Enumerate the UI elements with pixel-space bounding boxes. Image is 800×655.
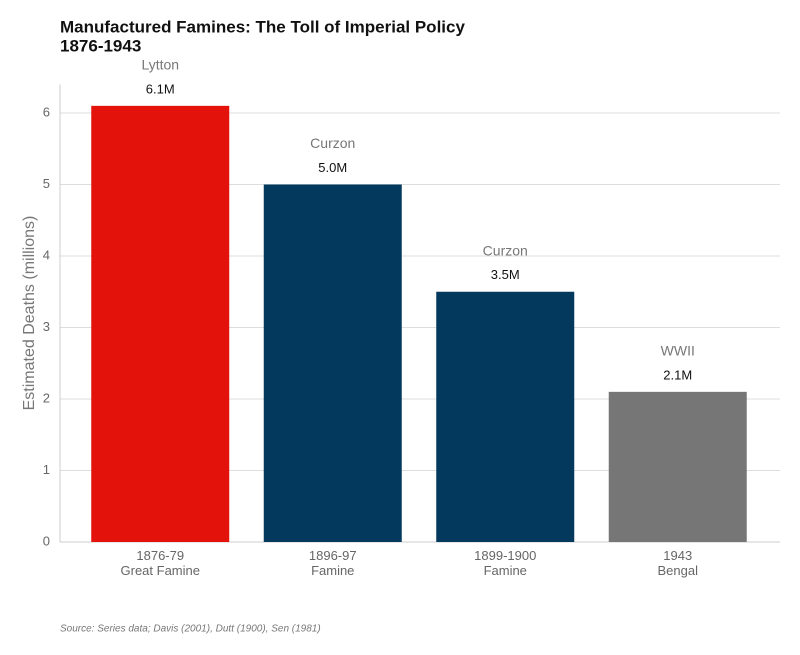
- x-tick-label: 1899-1900 Famine: [474, 548, 537, 578]
- y-tick-label: 6: [43, 104, 50, 119]
- x-tick-label: 1876-79 Great Famine: [120, 548, 200, 578]
- y-tick-label: 4: [43, 247, 50, 262]
- annotation: WWII: [661, 343, 695, 359]
- bar: [608, 391, 747, 542]
- y-axis-label: Estimated Deaths (millions): [21, 216, 38, 411]
- y-tick-label: 1: [43, 462, 50, 477]
- bar: [263, 184, 402, 542]
- x-tick-label: 1896-97 Famine: [308, 548, 357, 578]
- x-tick-label: 1943 Bengal: [657, 548, 698, 578]
- value-label: 3.5M: [491, 267, 520, 282]
- value-label: 2.1M: [663, 367, 692, 382]
- annotation: Curzon: [483, 242, 528, 258]
- value-label: 6.1M: [146, 81, 175, 96]
- chart-title: Manufactured Famines: The Toll of Imperi…: [60, 17, 465, 36]
- y-tick-label: 3: [43, 319, 50, 334]
- annotation: Lytton: [141, 57, 179, 73]
- value-label: 5.0M: [318, 160, 347, 175]
- bar: [436, 291, 575, 542]
- y-tick-label: 2: [43, 390, 50, 405]
- bar: [91, 105, 230, 542]
- y-tick-label: 0: [43, 533, 50, 548]
- source-note: Source: Series data; Davis (2001), Dutt …: [60, 624, 321, 635]
- y-tick-label: 5: [43, 176, 50, 191]
- annotation: Curzon: [310, 135, 355, 151]
- chart-subtitle: 1876-1943: [60, 36, 141, 55]
